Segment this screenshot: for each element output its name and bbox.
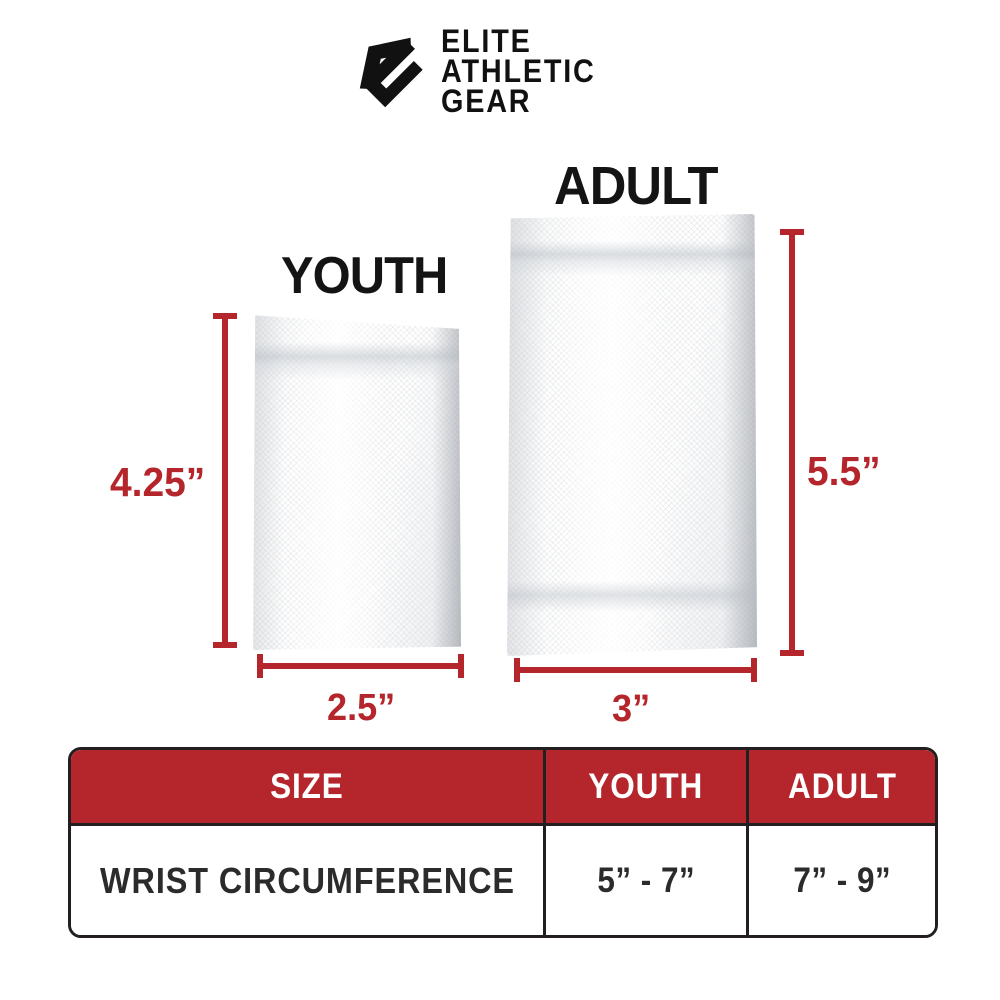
table-header-label-size: SIZE [270,766,344,806]
table-cell-youth-value: 5” - 7” [546,826,749,935]
dimension-cap-right [458,654,464,678]
dimension-cap-bottom [213,642,237,648]
dimension-label-youth-height: 4.25” [110,459,206,505]
table-header-cell-adult: ADULT [749,750,935,823]
table-cell-measurement-name: WRIST CIRCUMFERENCE [71,826,546,935]
product-image-youth-sleeve [253,315,461,650]
table-value-adult: 7” - 9” [793,860,891,900]
table-row: WRIST CIRCUMFERENCE 5” - 7” 7” - 9” [71,826,935,935]
dimension-cap-top [213,313,237,319]
dimension-cap-top [780,229,804,235]
brand-wordmark: ELITE ATHLETIC GEAR [441,23,613,119]
sleeve-right-shadow [722,214,757,656]
product-label-youth: YOUTH [281,247,448,305]
brand-logo: ELITE ATHLETIC GEAR [355,23,655,119]
sleeve-top-seam [253,342,461,380]
sleeve-top-seam [507,240,757,276]
dimension-label-adult-width: 3” [612,688,651,730]
brand-line-3: GEAR [441,83,532,119]
dimension-line-youth-height [213,313,237,648]
dimension-line-adult-width [514,658,757,682]
table-value-measurement: WRIST CIRCUMFERENCE [99,859,515,901]
sleeve-left-shadow [507,214,547,656]
dimension-cap-bottom [780,650,804,656]
elite-athletic-gear-monogram-icon [355,32,433,112]
dimension-label-adult-height: 5.5” [807,448,881,494]
dimension-line-adult-height [780,229,804,656]
brand-line-1: ELITE [441,23,532,59]
table-header-label-youth: YOUTH [588,766,704,806]
table-cell-adult-value: 7” - 9” [749,826,935,935]
table-header-cell-size: SIZE [71,750,546,823]
size-table: SIZE YOUTH ADULT WRIST CIRCUMFERENCE 5” … [68,747,938,938]
dimension-cap-left [257,654,263,678]
dimension-cap-right [751,658,757,682]
sleeve-highlight [552,214,667,656]
table-header-row: SIZE YOUTH ADULT [71,750,935,826]
dimension-label-youth-width: 2.5” [327,687,396,729]
table-header-label-adult: ADULT [787,766,897,806]
sleeve-bottom-seam [507,580,757,612]
product-label-adult: ADULT [554,156,718,216]
dimension-line-youth-width [257,654,464,678]
brand-line-2: ATHLETIC [441,53,596,89]
table-header-cell-youth: YOUTH [546,750,749,823]
table-value-youth: 5” - 7” [597,860,695,900]
dimension-cap-left [514,658,520,682]
product-image-adult-sleeve [507,214,757,656]
